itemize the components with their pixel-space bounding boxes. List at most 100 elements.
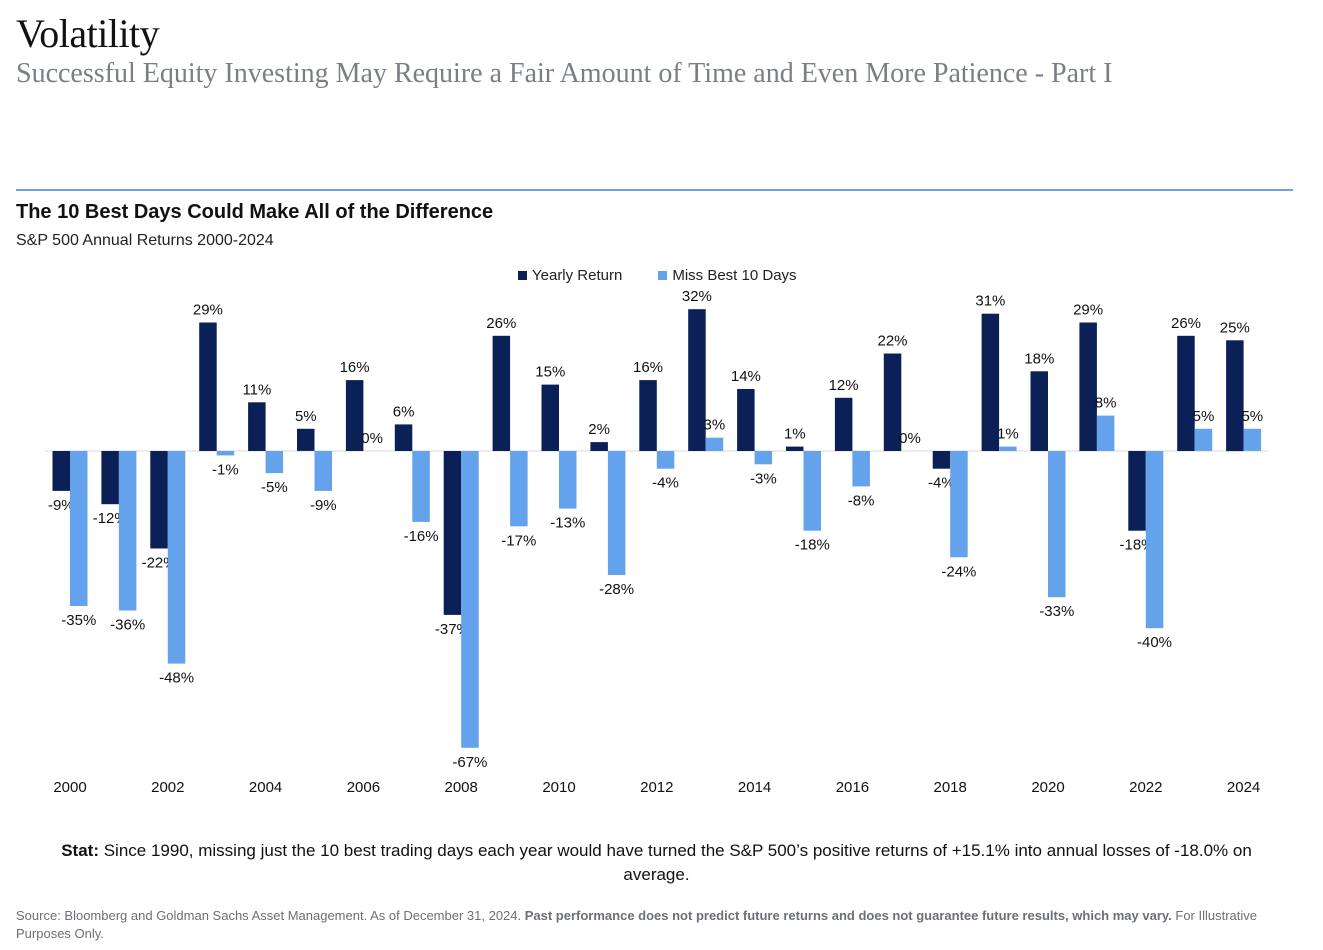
x-tick-label-2008: 2008 xyxy=(445,779,478,796)
bar-miss-2005 xyxy=(314,451,332,491)
data-label-yearly-2005: 5% xyxy=(295,408,317,425)
bar-yearly-2013 xyxy=(688,309,706,451)
data-label-yearly-2004: 11% xyxy=(242,381,271,398)
data-label-yearly-2024: 25% xyxy=(1220,319,1250,336)
source-tail: For Illustrative Purposes Only. xyxy=(16,908,1258,941)
bar-miss-2022 xyxy=(1145,451,1164,629)
data-label-miss-2000: -35% xyxy=(61,612,96,629)
bar-miss-2016 xyxy=(852,451,870,487)
data-label-miss-2009: -17% xyxy=(501,532,536,549)
data-label-miss-2013: 3% xyxy=(704,417,726,434)
bar-yearly-2016 xyxy=(834,397,853,451)
bar-miss-2011 xyxy=(607,451,626,575)
data-label-yearly-2015: 1% xyxy=(784,426,806,443)
x-tick-label-2012: 2012 xyxy=(640,779,673,796)
data-label-miss-2003: -1% xyxy=(212,461,239,478)
data-label-yearly-2022: -18% xyxy=(1119,537,1154,554)
bar-miss-2012 xyxy=(656,451,675,469)
data-label-yearly-2008: -37% xyxy=(435,621,470,638)
legend-item-miss: Miss Best 10 Days xyxy=(658,267,797,284)
data-label-yearly-2010: 15% xyxy=(535,364,565,381)
bar-miss-2009 xyxy=(510,451,528,527)
data-label-miss-2007: -16% xyxy=(404,528,439,545)
source-disclaimer: Past performance does not predict future… xyxy=(524,908,1172,923)
page-title: Volatility xyxy=(16,11,160,56)
legend-swatch-miss xyxy=(658,271,668,280)
bar-yearly-2020 xyxy=(1030,371,1048,451)
bar-yearly-2007 xyxy=(394,424,413,451)
bar-yearly-2023 xyxy=(1177,335,1195,451)
x-tick-label-2004: 2004 xyxy=(249,779,282,796)
chart-legend: Yearly Return Miss Best 10 Days xyxy=(518,267,797,284)
data-label-yearly-2014: 14% xyxy=(731,368,761,385)
bar-yearly-2021 xyxy=(1079,322,1097,451)
bar-yearly-2008 xyxy=(443,451,462,615)
bar-yearly-2010 xyxy=(541,384,559,451)
bar-miss-2018 xyxy=(950,451,968,558)
bar-miss-2013 xyxy=(705,437,724,451)
data-label-miss-2019: 1% xyxy=(997,426,1019,443)
bar-miss-2010 xyxy=(559,451,577,509)
data-label-miss-2011: -28% xyxy=(599,581,634,598)
x-tick-label-2024: 2024 xyxy=(1227,779,1260,796)
bar-miss-2015 xyxy=(803,451,821,531)
data-label-miss-2015: -18% xyxy=(795,537,830,554)
data-label-yearly-2006: 16% xyxy=(340,359,370,376)
stat-label: Stat: xyxy=(61,841,99,860)
data-label-yearly-2018: -4% xyxy=(928,475,955,492)
stat-text: Since 1990, missing just the 10 best tra… xyxy=(99,841,1252,884)
bar-miss-2007 xyxy=(412,451,430,522)
data-label-miss-2016: -8% xyxy=(848,492,875,509)
legend-swatch-yearly xyxy=(518,271,527,280)
x-tick-label-2018: 2018 xyxy=(934,779,967,796)
bar-yearly-2002 xyxy=(150,451,168,549)
data-label-miss-2008: -67% xyxy=(452,754,487,771)
x-tick-label-2022: 2022 xyxy=(1129,779,1162,796)
data-label-miss-2012: -4% xyxy=(652,475,679,492)
data-label-yearly-2000: -9% xyxy=(48,497,75,514)
x-tick-label-2016: 2016 xyxy=(836,779,869,796)
x-tick-label-2006: 2006 xyxy=(347,779,380,796)
bar-yearly-2001 xyxy=(101,451,119,505)
bar-miss-2002 xyxy=(167,451,186,664)
bar-yearly-2014 xyxy=(737,389,755,451)
data-label-yearly-2011: 2% xyxy=(588,421,610,438)
data-label-miss-2006: 0% xyxy=(361,430,383,447)
bar-miss-2024 xyxy=(1243,428,1262,451)
data-label-yearly-2012: 16% xyxy=(633,359,663,376)
bar-miss-2014 xyxy=(754,451,773,465)
x-tick-label-2000: 2000 xyxy=(53,779,86,796)
data-label-yearly-2016: 12% xyxy=(829,377,859,394)
data-label-miss-2002: -48% xyxy=(159,670,194,687)
data-label-miss-2014: -3% xyxy=(750,470,777,487)
bar-miss-2023 xyxy=(1194,428,1213,451)
data-label-miss-2023: 5% xyxy=(1193,408,1215,425)
bar-yearly-2003 xyxy=(199,322,217,451)
bar-miss-2021 xyxy=(1096,415,1115,451)
legend-label-yearly: Yearly Return xyxy=(532,267,623,284)
page-subtitle: Successful Equity Investing May Require … xyxy=(16,58,1113,89)
data-label-miss-2017: 0% xyxy=(899,430,921,447)
source-text: Source: Bloomberg and Goldman Sachs Asse… xyxy=(16,908,525,923)
data-label-yearly-2009: 26% xyxy=(486,315,516,332)
data-label-yearly-2007: 6% xyxy=(393,403,415,420)
data-label-yearly-2020: 18% xyxy=(1024,350,1054,367)
data-label-miss-2018: -24% xyxy=(941,563,976,580)
bar-yearly-2011 xyxy=(590,442,608,451)
data-label-miss-2020: -33% xyxy=(1039,603,1074,620)
bar-miss-2019 xyxy=(999,446,1017,451)
data-label-yearly-2023: 26% xyxy=(1171,315,1201,332)
bar-yearly-2015 xyxy=(786,446,804,451)
bar-yearly-2019 xyxy=(981,313,1000,451)
bar-yearly-2006 xyxy=(345,380,364,451)
x-tick-label-2020: 2020 xyxy=(1031,779,1064,796)
bar-yearly-2017 xyxy=(883,353,902,451)
data-label-miss-2021: 8% xyxy=(1095,395,1117,412)
data-label-yearly-2021: 29% xyxy=(1073,302,1103,319)
bar-yearly-2000 xyxy=(52,451,70,491)
bar-chart: -9%-35%2000-12%-36%-22%-48%200229%-1%11%… xyxy=(45,290,1268,796)
data-label-yearly-2019: 31% xyxy=(975,293,1005,310)
data-label-miss-2004: -5% xyxy=(261,479,288,496)
bar-miss-2001 xyxy=(118,451,137,611)
bar-yearly-2009 xyxy=(492,335,511,451)
